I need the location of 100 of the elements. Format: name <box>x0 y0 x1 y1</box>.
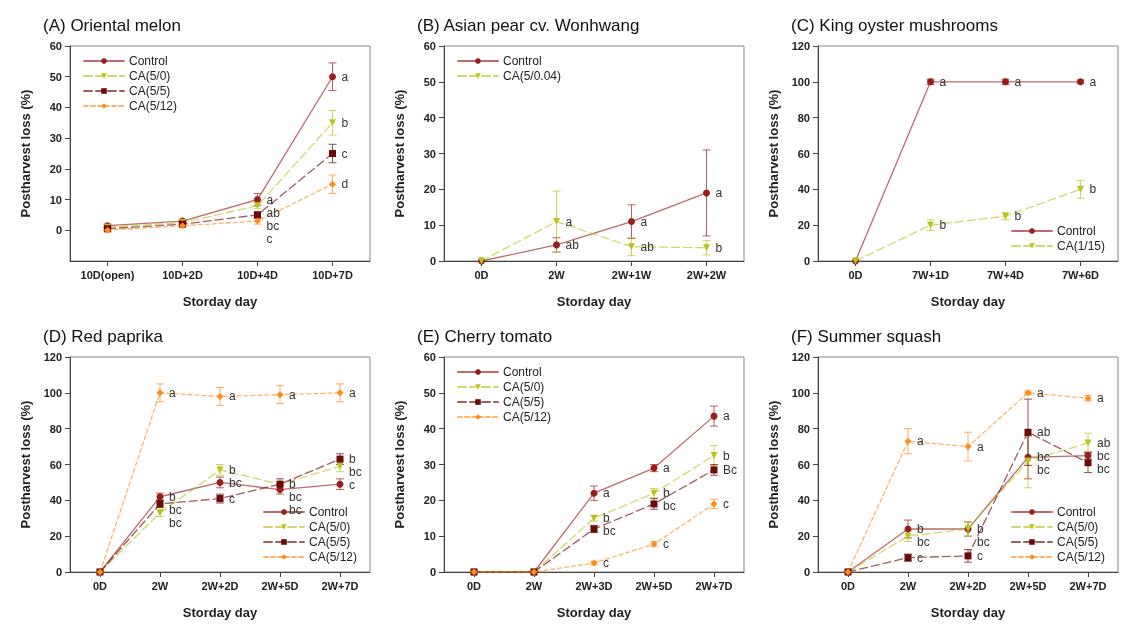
x-tick-label: 7W+6D <box>1062 268 1100 281</box>
y-tick-label: 80 <box>49 422 62 435</box>
x-tick-label: 10D+2D <box>162 268 203 281</box>
x-tick-label: 2W <box>899 579 917 592</box>
y-tick-label: 120 <box>791 351 810 363</box>
data-label: bc <box>289 490 302 505</box>
legend-label: Control <box>129 54 168 68</box>
y-tick-label: 20 <box>797 219 810 232</box>
x-tick-label: 2W <box>525 579 543 592</box>
x-tick-label: 2W+5D <box>635 579 673 592</box>
y-tick-label: 10 <box>423 530 436 543</box>
chart-title: (C) King oyster mushrooms <box>791 16 998 35</box>
data-label: c <box>229 491 235 506</box>
y-tick-label: 20 <box>423 494 436 507</box>
data-label: b <box>1089 182 1097 197</box>
y-tick-label: 100 <box>791 75 810 88</box>
y-tick-label: 50 <box>423 75 436 88</box>
legend-label: CA(5/12) <box>308 550 358 564</box>
y-tick-label: 80 <box>797 111 810 124</box>
y-axis-title: Postharvest loss (%) <box>18 400 33 529</box>
data-label: b <box>341 115 349 130</box>
data-label: ab <box>640 239 655 254</box>
chart-title: (A) Oriental melon <box>43 16 181 35</box>
y-axis-title: Postharvest loss (%) <box>392 89 407 218</box>
data-label: a <box>289 387 296 402</box>
legend-label: CA(5/0) <box>503 380 545 394</box>
y-tick-label: 30 <box>423 458 436 471</box>
legend-label: CA(5/5) <box>1056 535 1099 549</box>
legend-label: Control <box>503 365 542 379</box>
y-tick-label: 0 <box>803 255 810 267</box>
data-label: c <box>723 496 729 511</box>
y-tick-label: 20 <box>49 530 62 543</box>
legend-label: Control <box>503 54 542 68</box>
x-tick-label: 0D <box>92 579 108 592</box>
x-tick-label: 7W+4D <box>987 268 1025 281</box>
x-tick-label: 0D <box>466 579 482 592</box>
x-axis-title: Storday day <box>930 605 1006 620</box>
legend-label: CA(5/12) <box>129 99 178 113</box>
data-label: b <box>169 489 176 504</box>
data-label: bc <box>349 465 362 480</box>
x-axis-title: Storday day <box>930 294 1006 309</box>
chart-title: (F) Summer squash <box>791 327 942 346</box>
data-label: b <box>917 522 924 536</box>
y-tick-label: 50 <box>49 70 62 83</box>
data-label: a <box>349 385 356 400</box>
chart-title: (E) Cherry tomato <box>417 327 553 346</box>
y-tick-label: 60 <box>423 351 436 363</box>
y-axis-title: Postharvest loss (%) <box>392 400 407 529</box>
y-tick-label: 30 <box>49 132 62 145</box>
y-tick-label: 0 <box>55 224 62 237</box>
data-label: b <box>723 448 730 463</box>
x-tick-label: 10D+7D <box>312 268 353 281</box>
data-label: a <box>169 385 176 400</box>
data-label: bc <box>1097 462 1110 476</box>
data-label: b <box>349 452 356 467</box>
x-axis-title: Storday day <box>182 294 258 309</box>
data-label: c <box>349 478 355 493</box>
data-label: b <box>977 522 984 536</box>
x-tick-label: 2W+5D <box>1009 579 1047 592</box>
x-tick-label: 2W <box>548 268 566 281</box>
data-label: a <box>977 439 984 454</box>
data-label: a <box>1037 385 1044 400</box>
y-tick-label: 40 <box>49 101 62 114</box>
data-label: a <box>663 461 670 476</box>
x-tick-label: 0D <box>474 268 489 281</box>
data-label: c <box>663 537 669 552</box>
data-label: bc <box>603 524 616 539</box>
x-tick-label: 10D+4D <box>237 268 278 281</box>
y-tick-label: 40 <box>49 494 62 507</box>
data-label: a <box>341 69 349 84</box>
y-axis-title: Postharvest loss (%) <box>18 89 33 218</box>
data-label: bc <box>169 515 182 530</box>
x-tick-label: 2W+7D <box>321 579 359 592</box>
legend-label: CA(5/0) <box>1056 520 1099 534</box>
y-tick-label: 120 <box>791 40 810 52</box>
data-label: ab <box>266 205 281 220</box>
x-tick-label: 0D <box>840 579 856 592</box>
legend-label: CA(5/12) <box>1056 550 1106 564</box>
x-tick-label: 2W+2D <box>949 579 987 592</box>
data-label: ab <box>565 237 580 252</box>
data-label: c <box>341 146 348 161</box>
y-tick-label: 40 <box>423 422 436 435</box>
legend-label: CA(5/5) <box>503 395 545 409</box>
y-tick-label: 20 <box>49 162 62 175</box>
x-tick-label: 0D <box>848 268 863 281</box>
y-tick-label: 60 <box>423 40 436 52</box>
y-tick-label: 100 <box>791 386 810 399</box>
x-axis-title: Storday day <box>182 605 258 620</box>
chart-title: (D) Red paprika <box>43 327 164 346</box>
data-label: ab <box>1097 436 1111 450</box>
data-label: c <box>603 556 609 571</box>
y-tick-label: 40 <box>797 183 810 196</box>
y-tick-label: 60 <box>797 458 810 471</box>
data-label: bc <box>1097 449 1110 463</box>
data-label: b <box>715 240 723 255</box>
data-label: a <box>917 434 924 449</box>
data-label: b <box>663 486 670 501</box>
data-label: bc <box>266 218 280 233</box>
data-label: b <box>939 218 947 233</box>
data-label: a <box>715 185 723 200</box>
